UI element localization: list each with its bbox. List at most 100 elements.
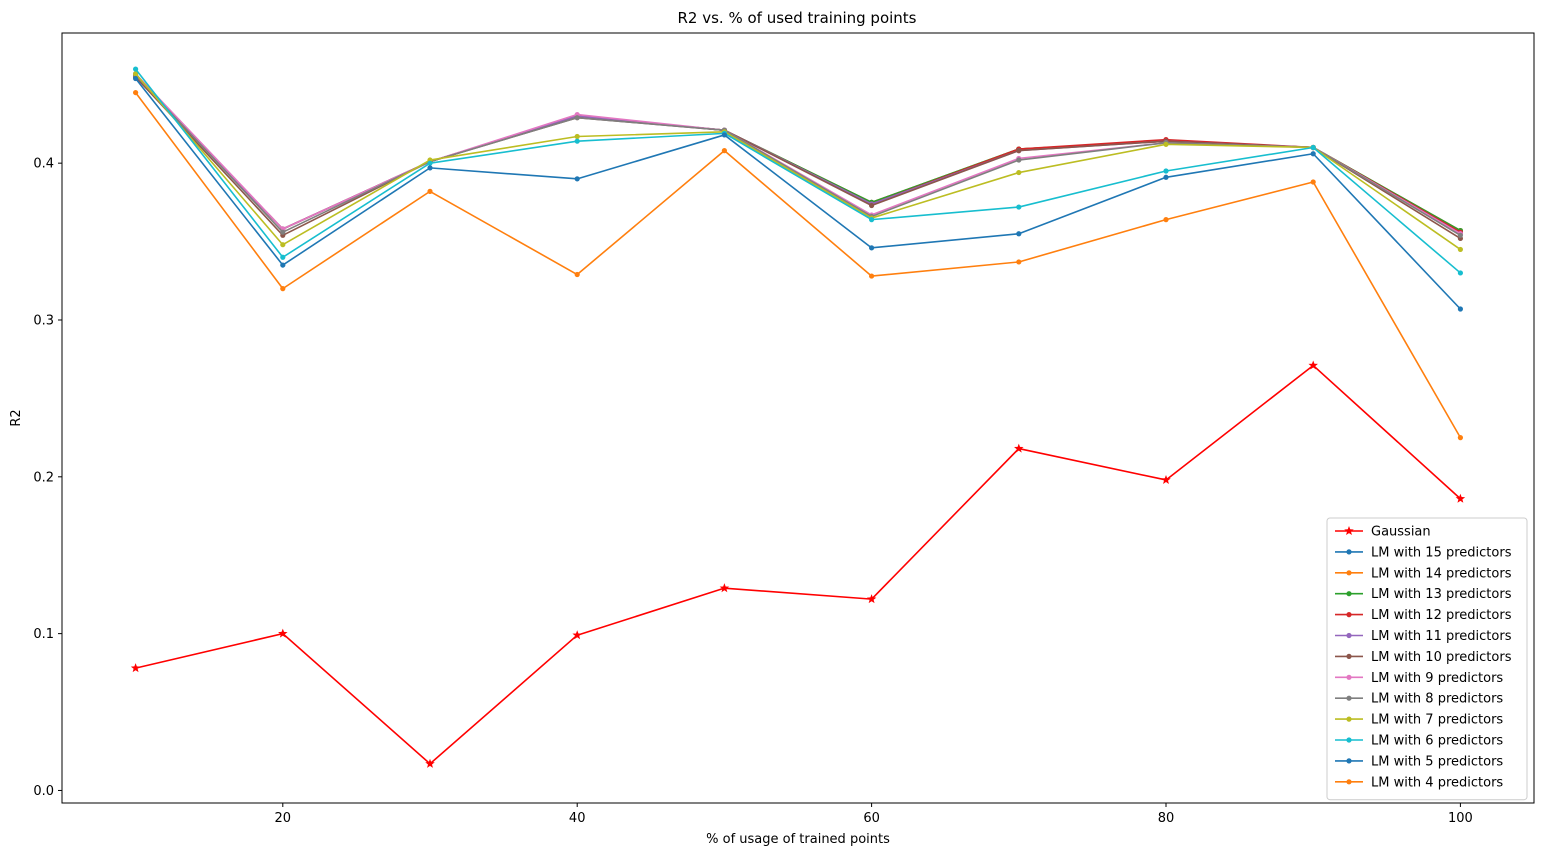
legend: Gaussian LM with 15 predictors LM with 14 …	[1326, 517, 1528, 801]
series-line	[134, 68, 1461, 274]
data-point	[280, 229, 286, 235]
data-point	[133, 66, 139, 72]
data-point	[427, 188, 433, 194]
legend-marker	[1346, 612, 1352, 618]
data-point	[133, 75, 139, 82]
legend-marker	[1346, 549, 1352, 555]
legend-item: LM with 15 predictors	[1335, 545, 1512, 560]
plot-lines	[130, 66, 1466, 768]
data-point	[1161, 474, 1171, 484]
data-point	[1016, 204, 1022, 210]
data-point	[1457, 232, 1463, 238]
legend-item: LM with 6 predictors	[1335, 734, 1503, 749]
x-tick-label: 20	[275, 811, 292, 826]
data-point	[721, 148, 728, 154]
series-line	[134, 73, 1461, 251]
series-lm-with-4-predictors	[133, 89, 1463, 441]
data-point	[572, 630, 582, 640]
series-line	[135, 364, 1461, 765]
y-tick-label: 0.4	[33, 157, 54, 172]
legend-marker	[1346, 632, 1352, 639]
data-point	[869, 273, 875, 279]
series-line	[134, 77, 1461, 310]
chart-title: R2 vs. % of used training points	[678, 9, 917, 27]
data-point	[1457, 435, 1463, 441]
data-point	[1163, 174, 1169, 180]
legend-marker	[1344, 526, 1354, 536]
legend-marker	[1346, 570, 1352, 576]
y-tick-label: 0.2	[33, 470, 54, 485]
data-point	[866, 594, 877, 604]
data-point	[133, 89, 139, 96]
legend-item: LM with 13 predictors	[1335, 587, 1512, 602]
y-tick-label: 0.3	[33, 313, 54, 328]
legend-label: Gaussian	[1371, 525, 1431, 540]
data-point	[427, 165, 433, 171]
data-point	[574, 138, 580, 144]
data-point	[425, 758, 435, 768]
data-point	[1163, 217, 1169, 223]
legend-label: LM with 10 predictors	[1371, 650, 1512, 665]
data-point	[1310, 179, 1316, 185]
x-axis-label: % of usage of trained points	[706, 832, 890, 847]
series-lm-with-6-predictors	[133, 66, 1463, 276]
data-point	[427, 160, 433, 166]
data-point	[1016, 259, 1022, 265]
legend-label: LM with 7 predictors	[1371, 713, 1503, 728]
series-lm-with-5-predictors	[133, 75, 1463, 312]
legend-label: LM with 8 predictors	[1371, 692, 1503, 707]
data-point	[1457, 246, 1463, 253]
data-point	[1308, 360, 1318, 370]
legend-marker	[1346, 716, 1352, 722]
data-point	[280, 254, 286, 260]
series-gaussian	[130, 360, 1466, 768]
data-point	[1457, 306, 1463, 312]
data-point	[1163, 141, 1169, 147]
legend-label: LM with 11 predictors	[1371, 629, 1512, 644]
legend-item: Gaussian	[1335, 525, 1431, 540]
legend-label: LM with 15 predictors	[1371, 545, 1512, 560]
legend-item: LM with 4 predictors	[1335, 775, 1503, 790]
data-point	[130, 663, 141, 673]
data-point	[1016, 169, 1022, 176]
data-point	[278, 628, 288, 638]
legend-marker	[1346, 737, 1352, 743]
data-point	[1163, 168, 1169, 174]
legend-marker	[1346, 653, 1352, 660]
legend-marker	[1346, 758, 1352, 764]
x-tick-label: 80	[1158, 811, 1175, 826]
y-tick-label: 0.0	[33, 784, 54, 799]
data-point	[721, 132, 728, 138]
x-tick-label: 40	[569, 811, 586, 826]
legend-item: LM with 10 predictors	[1335, 650, 1512, 665]
legend-marker	[1346, 674, 1352, 680]
x-tick-label: 100	[1448, 811, 1473, 826]
legend-label: LM with 12 predictors	[1371, 608, 1512, 623]
legend-item: LM with 12 predictors	[1335, 608, 1512, 623]
data-point	[1457, 270, 1463, 276]
legend-marker	[1346, 695, 1352, 701]
data-point	[1455, 493, 1466, 503]
data-point	[1310, 144, 1316, 151]
data-point	[280, 262, 286, 268]
legend-label: LM with 14 predictors	[1371, 566, 1512, 581]
legend-marker	[1346, 779, 1352, 785]
legend-item: LM with 14 predictors	[1335, 566, 1512, 581]
legend-item: LM with 9 predictors	[1335, 671, 1503, 686]
legend-label: LM with 6 predictors	[1371, 734, 1503, 749]
y-axis-label: R2	[9, 409, 24, 426]
x-tick-label: 60	[863, 811, 880, 826]
axes-frame	[61, 32, 1535, 804]
data-point	[719, 583, 730, 593]
data-point	[869, 217, 875, 223]
legend-item: LM with 5 predictors	[1335, 754, 1503, 769]
legend-label: LM with 5 predictors	[1371, 754, 1503, 769]
data-point	[574, 133, 580, 140]
data-point	[1014, 443, 1024, 453]
data-point	[1016, 231, 1022, 237]
data-point	[574, 271, 580, 278]
data-point	[1016, 157, 1022, 163]
data-point	[869, 245, 875, 251]
